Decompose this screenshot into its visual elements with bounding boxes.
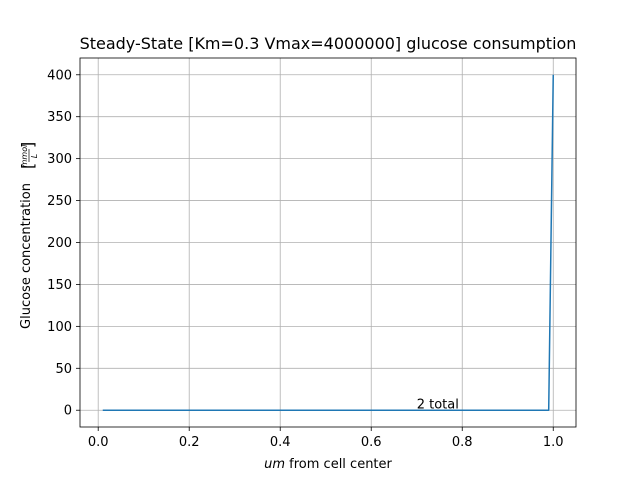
y-tick-label: 100 <box>47 320 72 335</box>
y-axis-unit-numerator: mmol <box>20 144 29 167</box>
x-axis-label-italic: um <box>264 457 285 472</box>
y-axis-unit-bracket-right: ] <box>18 142 37 148</box>
y-tick-label: 50 <box>55 362 72 377</box>
y-tick-label: 200 <box>47 236 72 251</box>
x-tick-label: 0.8 <box>452 435 473 450</box>
series-line <box>102 74 554 411</box>
y-tick-label: 150 <box>47 278 72 293</box>
y-axis-label: Glucose concentration [ mmol L ] <box>18 142 39 329</box>
annotation-text: 2 total <box>417 398 459 413</box>
y-tick-label: 300 <box>47 152 72 167</box>
ticks: 0.0 0.2 0.4 0.6 0.8 1.0 0 50 100 150 200 250 300 350 4… <box>47 68 563 450</box>
y-tick-label: 350 <box>47 110 72 125</box>
y-axis-label-text: Glucose concentration <box>19 183 34 329</box>
y-axis-unit-bracket-left: [ <box>18 163 37 169</box>
x-tick-label: 0.2 <box>179 435 200 450</box>
series <box>102 74 554 411</box>
y-tick-label: 400 <box>47 68 72 83</box>
y-tick-label: 0 <box>64 404 72 419</box>
x-axis-label-rest: from cell center <box>285 457 392 472</box>
grid <box>80 58 576 427</box>
chart-title: Steady-State [Km=0.3 Vmax=4000000] gluco… <box>80 34 577 53</box>
x-tick-label: 0.0 <box>88 435 109 450</box>
x-tick-label: 0.6 <box>361 435 382 450</box>
x-tick-label: 1.0 <box>543 435 564 450</box>
x-tick-label: 0.4 <box>270 435 291 450</box>
x-axis-label: um from cell center <box>264 457 392 472</box>
y-axis-unit-denominator: L <box>30 154 39 158</box>
y-tick-label: 250 <box>47 194 72 209</box>
annotations: 2 total <box>417 398 459 413</box>
